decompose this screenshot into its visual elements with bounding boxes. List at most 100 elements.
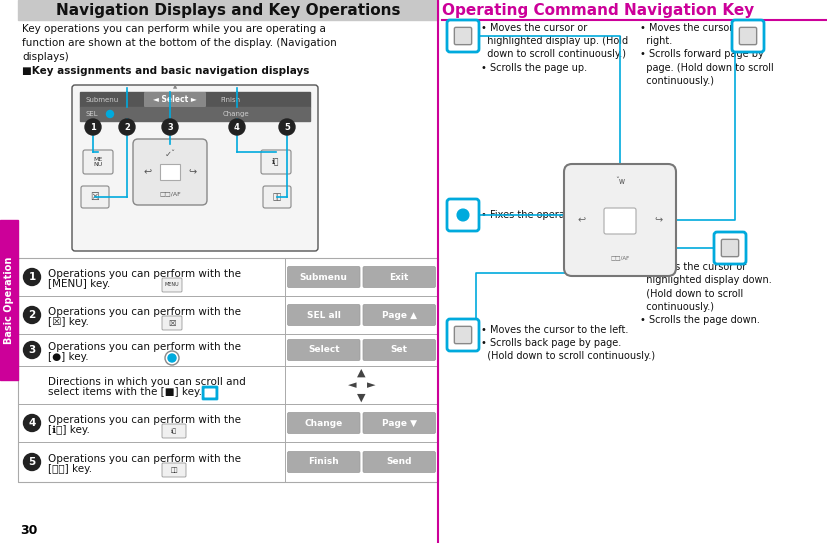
Text: SEL: SEL [85, 111, 98, 117]
Text: 4: 4 [28, 418, 36, 428]
Circle shape [23, 306, 41, 324]
Text: Ⓣⓥ: Ⓣⓥ [272, 193, 282, 201]
Text: Directions in which you can scroll and: Directions in which you can scroll and [48, 377, 246, 387]
Text: 30: 30 [20, 524, 37, 537]
FancyBboxPatch shape [454, 27, 471, 45]
Circle shape [23, 342, 41, 358]
Text: Ⓣⓥ: Ⓣⓥ [170, 467, 178, 473]
Text: Operations you can perform with the: Operations you can perform with the [48, 307, 241, 317]
Text: Change: Change [304, 419, 343, 427]
Text: Operations you can perform with the: Operations you can perform with the [48, 415, 241, 425]
Bar [0, 220, 18, 380]
Text: 2: 2 [124, 123, 130, 131]
Text: 4: 4 [234, 123, 240, 131]
Text: [ℹⓇ] key.: [ℹⓇ] key. [48, 425, 90, 435]
Text: function are shown at the bottom of the display. (Navigation: function are shown at the bottom of the … [22, 38, 337, 48]
Text: 2: 2 [28, 310, 36, 320]
Text: Operations you can perform with the: Operations you can perform with the [48, 342, 241, 352]
FancyBboxPatch shape [204, 388, 216, 397]
Circle shape [23, 268, 41, 286]
FancyBboxPatch shape [363, 451, 436, 472]
Circle shape [107, 110, 113, 117]
Text: ↩: ↩ [144, 167, 152, 177]
FancyBboxPatch shape [288, 339, 360, 361]
Text: [☒] key.: [☒] key. [48, 317, 88, 327]
Circle shape [23, 414, 41, 432]
Text: Send: Send [386, 458, 412, 466]
Text: [●] key.: [●] key. [48, 352, 88, 362]
Text: • Moves the cursor or
  highlighted display down.
  (Hold down to scroll
  conti: • Moves the cursor or highlighted displa… [640, 262, 772, 325]
Circle shape [23, 453, 41, 470]
Text: □□/AF: □□/AF [610, 256, 629, 261]
Text: Finish: Finish [220, 97, 240, 103]
Text: Page ▲: Page ▲ [382, 311, 417, 319]
Bar [18, 258, 438, 482]
FancyBboxPatch shape [72, 85, 318, 251]
Text: Select: Select [308, 345, 340, 355]
Bar [18, 0, 438, 20]
FancyBboxPatch shape [202, 386, 218, 400]
Bar [18, 442, 438, 482]
Circle shape [229, 119, 245, 135]
Text: SEL all: SEL all [307, 311, 341, 319]
Text: Operations you can perform with the: Operations you can perform with the [48, 269, 241, 279]
FancyBboxPatch shape [447, 20, 479, 52]
Bar [18, 334, 438, 366]
Text: ↩: ↩ [578, 215, 586, 225]
FancyBboxPatch shape [83, 150, 113, 174]
FancyBboxPatch shape [604, 208, 636, 234]
FancyBboxPatch shape [133, 139, 207, 205]
Text: ■Key assignments and basic navigation displays: ■Key assignments and basic navigation di… [22, 66, 309, 76]
FancyBboxPatch shape [447, 319, 479, 351]
FancyBboxPatch shape [162, 424, 186, 438]
FancyBboxPatch shape [714, 232, 746, 264]
FancyBboxPatch shape [447, 199, 479, 231]
FancyBboxPatch shape [261, 150, 291, 174]
Text: 1: 1 [90, 123, 96, 131]
Text: ▲: ▲ [173, 84, 177, 89]
FancyBboxPatch shape [162, 278, 182, 292]
FancyBboxPatch shape [363, 339, 436, 361]
Text: □□/AF: □□/AF [159, 192, 181, 197]
Text: Navigation Displays and Key Operations: Navigation Displays and Key Operations [55, 3, 400, 17]
Circle shape [162, 119, 178, 135]
FancyBboxPatch shape [144, 92, 206, 107]
FancyBboxPatch shape [288, 451, 360, 472]
Text: ME
NU: ME NU [93, 157, 103, 167]
Text: Basic Operation: Basic Operation [4, 256, 14, 344]
Bar [18, 258, 438, 296]
Text: 5: 5 [28, 457, 36, 467]
Text: displays): displays) [22, 52, 69, 62]
Circle shape [457, 209, 469, 221]
FancyBboxPatch shape [363, 267, 436, 287]
Text: Operating Command Navigation Key: Operating Command Navigation Key [442, 3, 754, 17]
Text: Finish: Finish [308, 458, 339, 466]
Text: ☒: ☒ [168, 319, 176, 327]
Text: ◄ Select ►: ◄ Select ► [153, 95, 197, 104]
Text: ˇw: ˇw [615, 178, 625, 186]
Circle shape [85, 119, 101, 135]
FancyBboxPatch shape [363, 305, 436, 325]
Text: ↪: ↪ [188, 167, 196, 177]
Text: • Fixes the operation.: • Fixes the operation. [481, 210, 586, 220]
FancyBboxPatch shape [732, 20, 764, 52]
FancyBboxPatch shape [162, 463, 186, 477]
Text: Operations you can perform with the: Operations you can perform with the [48, 454, 241, 464]
Text: Change: Change [223, 111, 250, 117]
FancyBboxPatch shape [288, 267, 360, 287]
Text: ℹⓇ: ℹⓇ [272, 157, 280, 167]
Text: Exit: Exit [390, 273, 409, 281]
Text: Submenu: Submenu [85, 97, 118, 103]
Text: select items with the [■] key.: select items with the [■] key. [48, 387, 202, 397]
FancyBboxPatch shape [81, 186, 109, 208]
Text: ✓ˇ: ✓ˇ [165, 149, 175, 159]
FancyBboxPatch shape [739, 27, 757, 45]
Bar [18, 296, 438, 334]
Text: ↪: ↪ [654, 215, 662, 225]
Text: ℹⓇ: ℹⓇ [171, 428, 177, 434]
FancyBboxPatch shape [263, 186, 291, 208]
FancyBboxPatch shape [564, 164, 676, 276]
Text: 3: 3 [167, 123, 173, 131]
FancyBboxPatch shape [454, 326, 471, 344]
FancyBboxPatch shape [162, 316, 182, 330]
